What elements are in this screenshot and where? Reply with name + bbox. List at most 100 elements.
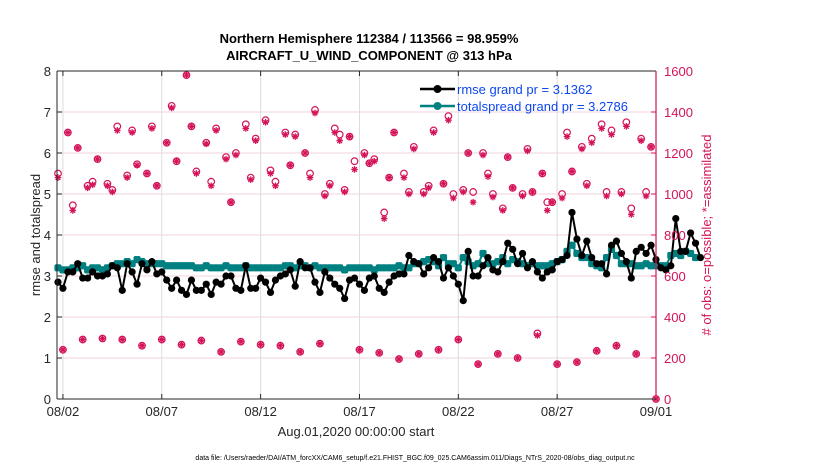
obs-assimilated-point — [647, 143, 655, 151]
rmse-point — [173, 276, 181, 284]
rmse-point — [291, 282, 299, 290]
rmse-point — [479, 262, 487, 270]
rmse-point — [326, 274, 334, 282]
rmse-point — [207, 290, 215, 299]
obs-assimilated-point — [361, 151, 368, 159]
obs-assimilated-point — [306, 174, 314, 181]
rmse-point — [533, 268, 541, 276]
obs-markers — [54, 71, 660, 403]
rmse-point — [222, 272, 230, 280]
rmse-point — [261, 278, 270, 286]
obs-assimilated-point — [514, 354, 521, 362]
y2-tick-label: 1000 — [664, 187, 693, 202]
rmse-point — [316, 288, 324, 296]
series-lines — [54, 208, 705, 305]
x-tick-label: 08/27 — [541, 404, 574, 419]
y-tick-label: 0 — [44, 392, 51, 407]
obs-assimilated-point — [217, 348, 225, 356]
rmse-point — [444, 264, 453, 272]
obs-assimilated-point — [163, 139, 171, 147]
rmse-point — [197, 286, 205, 294]
rmse-point — [192, 286, 200, 294]
obs-assimilated-point — [613, 342, 620, 349]
rmse-point — [464, 247, 472, 255]
obs-assimilated-point — [74, 144, 82, 152]
obs-assimilated-point — [311, 109, 319, 117]
obs-assimilated-point — [54, 174, 62, 181]
obs-assimilated-point — [430, 129, 437, 136]
obs-assimilated-point — [370, 157, 378, 165]
legend-marker — [433, 85, 442, 93]
rmse-point — [593, 260, 601, 268]
obs-assimilated-point — [637, 137, 645, 144]
obs-assimilated-point — [89, 181, 96, 189]
obs-possible-point — [380, 208, 389, 217]
obs-assimilated-point — [301, 149, 309, 157]
totalspread-point — [691, 253, 700, 262]
obs-assimilated-point — [356, 346, 363, 354]
obs-assimilated-point — [519, 192, 526, 200]
obs-assimilated-point — [247, 176, 255, 183]
rmse-point — [321, 268, 329, 276]
rmse-point — [528, 258, 537, 266]
rmse-point — [355, 280, 364, 288]
y-tick-label: 8 — [44, 64, 51, 79]
rmse-point — [627, 274, 635, 282]
obs-assimilated-point — [504, 153, 512, 161]
rmse-point — [69, 268, 77, 276]
rmse-point — [538, 274, 546, 282]
rmse-point — [202, 280, 210, 288]
rmse-point — [341, 294, 349, 303]
rmse-point — [514, 260, 522, 268]
rmse-point — [286, 266, 294, 274]
y2-tick-label: 600 — [664, 269, 686, 284]
y2-tick-label: 0 — [664, 392, 671, 407]
obs-assimilated-point — [296, 348, 304, 356]
obs-assimilated-point — [59, 346, 67, 354]
obs-assimilated-point — [474, 360, 482, 368]
rmse-point — [474, 272, 482, 280]
rmse-point — [578, 251, 586, 260]
x-tick-label: 08/07 — [146, 404, 179, 419]
obs-assimilated-point — [138, 342, 146, 349]
legend-label: totalspread grand pr = 3.2786 — [457, 99, 628, 114]
obs-possible-point — [469, 188, 478, 196]
obs-assimilated-point — [212, 127, 220, 134]
obs-assimilated-point — [99, 335, 106, 342]
x-tick-label: 09/01 — [640, 404, 673, 419]
rmse-point — [642, 249, 650, 258]
rmse-point — [133, 280, 141, 288]
y-tick-label: 2 — [44, 310, 51, 325]
rmse-point — [88, 268, 97, 276]
obs-assimilated-point — [400, 174, 408, 181]
rmse-point — [612, 237, 621, 245]
rmse-point — [484, 253, 492, 262]
rmse-point — [415, 260, 423, 268]
obs-assimilated-point — [435, 346, 442, 354]
obs-assimilated-point — [578, 145, 586, 153]
rmse-point — [118, 286, 126, 294]
obs-assimilated-point — [534, 332, 541, 339]
x-tick-label: 08/22 — [442, 404, 475, 419]
rmse-point — [242, 262, 250, 270]
rmse-point — [128, 268, 136, 276]
obs-assimilated-point — [588, 139, 596, 147]
obs-assimilated-point — [123, 174, 131, 181]
obs-assimilated-point — [227, 198, 235, 206]
rmse-point — [691, 239, 700, 247]
rmse-point — [380, 288, 388, 296]
rmse-point — [677, 247, 685, 255]
rmse-point — [252, 284, 260, 292]
obs-assimilated-point — [286, 162, 294, 169]
rmse-point — [632, 247, 640, 255]
y-tick-label: 1 — [44, 351, 51, 366]
rmse-point — [247, 284, 255, 292]
rmse-point — [370, 272, 378, 280]
obs-assimilated-point — [113, 127, 121, 134]
obs-assimilated-point — [109, 188, 116, 196]
rmse-point — [425, 264, 433, 272]
rmse-point — [662, 266, 670, 274]
rmse-point — [395, 270, 403, 278]
y2-tick-label: 800 — [664, 228, 686, 243]
obs-assimilated-point — [479, 151, 487, 159]
